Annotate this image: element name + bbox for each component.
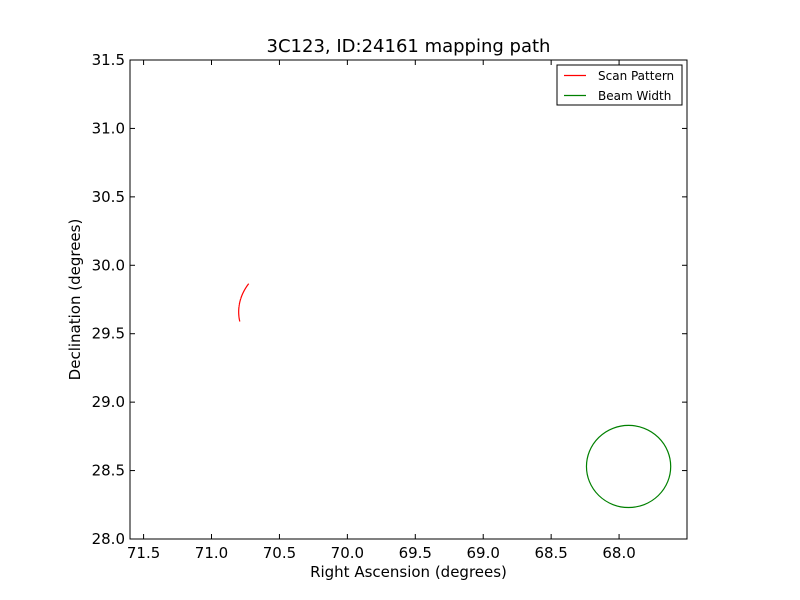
chart-title: 3C123, ID:24161 mapping path [267, 36, 551, 57]
y-ticks: 28.0 28.5 29.0 29.5 30.0 30.5 31.0 31.5 [92, 51, 687, 548]
x-tick-label: 68.5 [534, 544, 567, 562]
y-tick-label: 31.5 [92, 51, 125, 69]
series-beam-width [585, 424, 672, 509]
axes-frame [129, 59, 688, 540]
x-tick-label: 68.0 [602, 544, 635, 562]
y-axis-label: Declination (degrees) [66, 219, 84, 381]
y-tick-label: 29.0 [92, 393, 125, 411]
x-tick-label: 70.5 [263, 544, 296, 562]
series-layer [238, 283, 672, 509]
y-tick-label: 28.0 [92, 530, 125, 548]
y-tick-label: 31.0 [92, 119, 125, 137]
legend-label-scan-pattern: Scan Pattern [598, 69, 674, 83]
legend: Scan Pattern Beam Width [556, 64, 683, 106]
y-tick-label: 28.5 [92, 462, 125, 480]
y-tick-label: 29.5 [92, 325, 125, 343]
x-tick-label: 71.0 [195, 544, 228, 562]
y-tick-label: 30.0 [92, 256, 125, 274]
plot-area: 71.5 71.0 70.5 70.0 69.5 69.0 68.5 68.0 28.028.… [92, 51, 688, 562]
x-tick-label: 70.0 [331, 544, 364, 562]
x-tick-label: 71.5 [127, 544, 160, 562]
x-ticks: 71.5 71.0 70.5 70.0 69.5 69.0 68.5 68.0 [127, 60, 636, 562]
x-tick-label: 69.5 [399, 544, 432, 562]
legend-frame [556, 64, 683, 106]
axes-background [130, 60, 687, 539]
x-axis-label: Right Ascension (degrees) [310, 563, 507, 581]
legend-label-beam-width: Beam Width [598, 89, 671, 103]
series-scan-pattern [238, 283, 250, 322]
y-tick-label: 30.5 [92, 188, 125, 206]
x-tick-label: 69.0 [467, 544, 500, 562]
